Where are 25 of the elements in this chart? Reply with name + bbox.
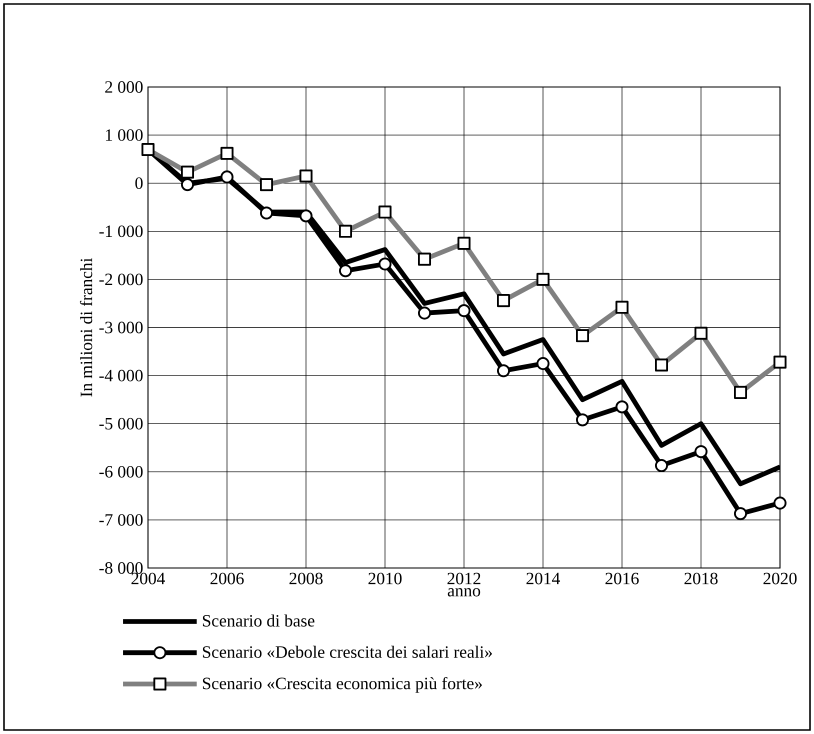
y-tick-label: 2 000 — [105, 81, 143, 93]
y-tick-label: 1 000 — [106, 129, 143, 141]
x-axis-title: anno — [448, 588, 480, 596]
x-tick-label: 2012 — [447, 572, 480, 584]
legend-label: Scenario di base — [202, 614, 314, 627]
x-tick-label: 2004 — [131, 572, 166, 584]
y-tick-label: -8 000 — [99, 562, 143, 574]
y-tick-label: -2 000 — [99, 274, 143, 286]
x-tick-label: 2014 — [526, 572, 560, 584]
x-tick-label: 2010 — [368, 572, 402, 584]
x-tick-label: 2020 — [763, 572, 797, 584]
y-tick-label: -7 000 — [99, 514, 143, 526]
legend-label: Scenario «Debole crescita dei salari reali» — [202, 646, 492, 658]
y-tick-label: -4 000 — [99, 370, 143, 382]
legend-label: Scenario «Crescita economica più forte» — [202, 676, 482, 693]
x-tick-label: 2016 — [605, 572, 639, 584]
y-tick-label: -3 000 — [99, 322, 143, 334]
x-tick-label: 2006 — [210, 572, 244, 584]
y-tick-label: 0 — [135, 177, 143, 190]
y-axis-title: In milioni di franchi — [80, 258, 92, 397]
x-tick-label: 2008 — [289, 572, 323, 584]
x-tick-label: 2018 — [684, 572, 718, 584]
y-tick-label: -5 000 — [99, 418, 143, 430]
y-tick-label: -1 000 — [99, 225, 143, 238]
y-tick-label: -6 000 — [99, 466, 143, 478]
